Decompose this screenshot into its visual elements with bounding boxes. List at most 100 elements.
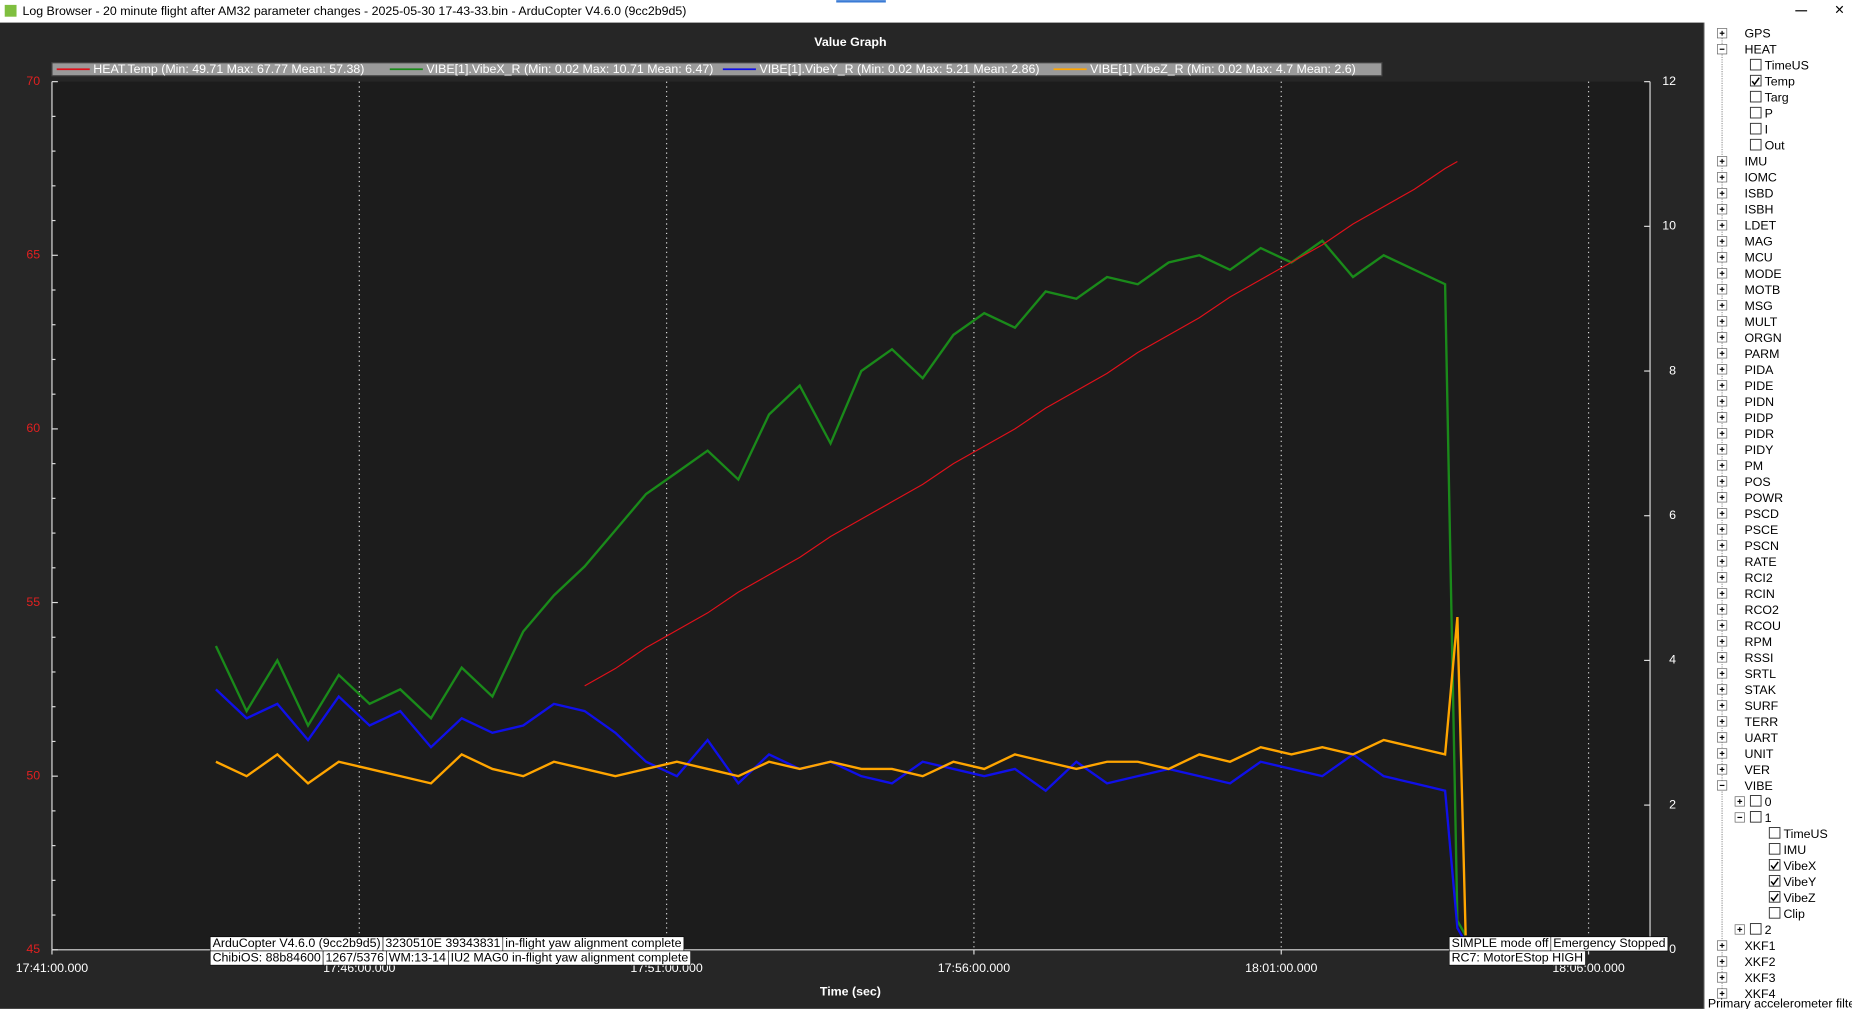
tree-item[interactable]: XKF4 — [1745, 987, 1776, 1001]
tree-item[interactable]: 1 — [1765, 811, 1772, 825]
tree-checkbox[interactable] — [1768, 907, 1781, 919]
y-tick-label: 70 — [26, 74, 40, 88]
tree-item[interactable]: RCO2 — [1745, 603, 1780, 617]
tree-item[interactable]: RPM — [1745, 635, 1773, 649]
tree-item[interactable]: TERR — [1745, 715, 1779, 729]
tree-item[interactable]: Targ — [1765, 91, 1789, 105]
tree-item[interactable]: TimeUS — [1765, 59, 1809, 73]
title-bar — [0, 0, 1852, 23]
tree-item[interactable]: PIDR — [1745, 427, 1775, 441]
tree-item[interactable]: PSCD — [1745, 507, 1779, 521]
tree-item[interactable]: PARM — [1745, 347, 1780, 361]
tree-item[interactable]: PIDY — [1745, 443, 1774, 457]
tree-checkbox[interactable] — [1749, 90, 1762, 103]
tree-item[interactable]: STAK — [1745, 683, 1777, 697]
tree-item[interactable]: VIBE — [1745, 779, 1773, 793]
tree-item[interactable]: ISBH — [1745, 203, 1774, 217]
tree-item[interactable]: PSCN — [1745, 539, 1779, 553]
tree-item[interactable]: SRTL — [1745, 667, 1777, 681]
tree-node-box — [1749, 923, 1762, 935]
tree-node-box — [1749, 811, 1762, 823]
tree-item[interactable]: PIDE — [1745, 379, 1774, 393]
tree-item[interactable]: RSSI — [1745, 651, 1774, 665]
tree-item[interactable]: HEAT — [1745, 43, 1778, 57]
tree-item[interactable]: P — [1765, 107, 1773, 121]
y2-tick-label: 2 — [1669, 797, 1676, 811]
tree-checkbox[interactable] — [1768, 827, 1781, 839]
tree-item[interactable]: Temp — [1765, 75, 1795, 89]
checkmark — [1770, 877, 1779, 886]
tree-item[interactable]: UNIT — [1745, 747, 1774, 761]
tree-item[interactable]: ISBD — [1745, 187, 1774, 201]
tree-item[interactable]: VibeZ — [1783, 891, 1816, 905]
tree-item[interactable]: POWR — [1745, 491, 1784, 505]
tree-checkbox[interactable] — [1768, 843, 1781, 855]
tree-item[interactable]: MAG — [1745, 235, 1773, 249]
tree-item[interactable]: Out — [1765, 139, 1786, 153]
y2-tick-label: 10 — [1662, 219, 1676, 233]
tree-item[interactable]: PIDN — [1745, 395, 1775, 409]
tree-checkbox[interactable] — [1749, 138, 1762, 151]
tree-item[interactable]: POS — [1745, 475, 1771, 489]
window-title: Log Browser - 20 minute flight after AM3… — [22, 4, 686, 18]
status-text: Primary accelerometer filtered v — [1708, 996, 1852, 1009]
tree-item[interactable]: I — [1765, 123, 1768, 137]
y2-tick-label: 8 — [1669, 363, 1676, 377]
tree-item[interactable]: PIDP — [1745, 411, 1774, 425]
tree-checkbox[interactable] — [1749, 122, 1762, 135]
tree-checkbox[interactable] — [1749, 106, 1762, 119]
annotation-box — [1550, 936, 1669, 952]
tree-item[interactable]: VibeY — [1783, 875, 1816, 889]
tree-item[interactable]: RCI2 — [1745, 571, 1773, 585]
event-annotation: ArduCopter V4.6.0 (9cc2b9d5) — [213, 936, 381, 950]
legend-label: VIBE[1].VibeZ_R (Min: 0.02 Max: 4.7 Mean… — [1090, 62, 1356, 76]
tree-checkbox[interactable] — [1768, 891, 1781, 903]
tree-item[interactable]: VibeX — [1783, 859, 1816, 873]
tree-item[interactable]: PSCE — [1745, 523, 1779, 537]
tree-item[interactable]: GPS — [1745, 27, 1771, 41]
series-line — [215, 616, 1467, 936]
y-tick-label: 55 — [26, 595, 40, 609]
tree-checkbox[interactable] — [1749, 74, 1762, 87]
tree-item[interactable]: MULT — [1745, 315, 1778, 329]
event-annotation: RC7: MotorEStop HIGH — [1452, 950, 1584, 964]
x-tick-label: 17:41:00.000 — [16, 961, 88, 975]
tree-item[interactable]: MCU — [1745, 251, 1773, 265]
tree-item[interactable]: SURF — [1745, 699, 1779, 713]
event-annotation: IU2 MAG0 in-flight yaw alignment complet… — [451, 950, 689, 964]
tree-item[interactable]: UART — [1745, 731, 1779, 745]
tree-item[interactable]: IMU — [1783, 843, 1806, 857]
tree-item[interactable]: XKF1 — [1745, 939, 1776, 953]
tree-item[interactable]: VER — [1745, 763, 1771, 777]
tree-item[interactable]: MOTB — [1745, 283, 1781, 297]
tree-item[interactable]: 2 — [1765, 923, 1772, 937]
tree-checkbox[interactable] — [1768, 859, 1781, 871]
tree-item[interactable]: MODE — [1745, 267, 1782, 281]
tree-item[interactable]: XKF2 — [1745, 955, 1776, 969]
tree-item[interactable]: RCIN — [1745, 587, 1775, 601]
tree-item[interactable]: LDET — [1745, 219, 1777, 233]
tree-item[interactable]: PM — [1745, 459, 1764, 473]
tree-item[interactable]: ORGN — [1745, 331, 1782, 345]
close-button[interactable]: ✕ — [1834, 3, 1844, 17]
tree-item[interactable]: IOMC — [1745, 171, 1777, 185]
legend-label: HEAT.Temp (Min: 49.71 Max: 67.77 Mean: 5… — [93, 62, 364, 76]
tree-item[interactable]: RATE — [1745, 555, 1777, 569]
x-axis-label: Time (sec) — [820, 985, 881, 999]
event-annotation: Emergency Stopped — [1553, 936, 1665, 950]
tree-checkbox[interactable] — [1749, 58, 1762, 71]
checkmark — [1770, 861, 1779, 870]
x-tick-label: 17:56:00.000 — [938, 961, 1010, 975]
tree-checkbox[interactable] — [1768, 875, 1781, 887]
tree-item[interactable]: Clip — [1783, 907, 1804, 921]
tree-item[interactable]: XKF3 — [1745, 971, 1776, 985]
tree-item[interactable]: TimeUS — [1783, 827, 1827, 841]
tree-item[interactable]: PIDA — [1745, 363, 1775, 377]
tree-item[interactable]: 0 — [1765, 795, 1772, 809]
x-tick-label: 18:01:00.000 — [1245, 961, 1317, 975]
tree-item[interactable]: RCOU — [1745, 619, 1781, 633]
tree-item[interactable]: MSG — [1745, 299, 1773, 313]
tree-item[interactable]: IMU — [1745, 155, 1768, 169]
